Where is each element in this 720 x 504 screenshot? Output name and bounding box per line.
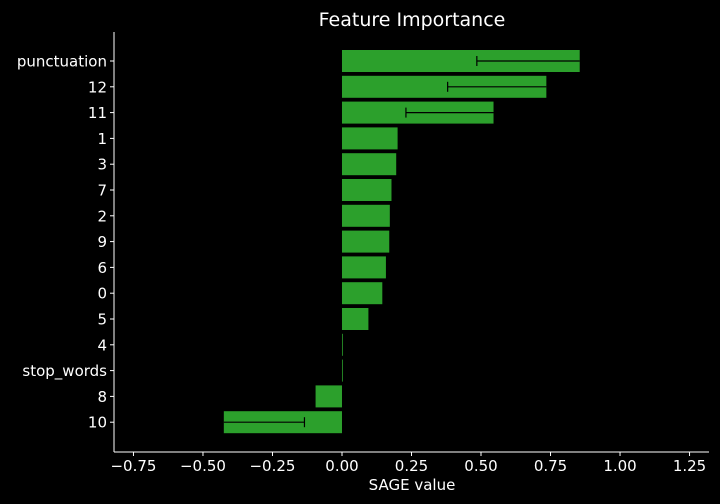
x-tick-label-2: −0.25 [249, 457, 295, 475]
bar-9 [341, 230, 390, 253]
bar-4 [341, 333, 343, 356]
x-tick-label-5: 0.50 [464, 457, 497, 475]
x-axis-label: SAGE value [369, 476, 456, 494]
y-tick-label-5: 5 [97, 311, 107, 329]
y-tick-label-3: 3 [97, 156, 107, 174]
chart-title: Feature Importance [319, 9, 506, 31]
y-tick-label-7: 7 [97, 182, 107, 200]
y-tick-label-punctuation: punctuation [17, 53, 107, 71]
y-tick-label-4: 4 [97, 336, 107, 354]
bar-8 [315, 385, 342, 408]
x-tick-label-0: −0.75 [110, 457, 156, 475]
y-tick-label-0: 0 [97, 285, 107, 303]
bar-2 [341, 204, 390, 227]
y-tick-label-8: 8 [97, 388, 107, 406]
y-tick-label-10: 10 [88, 414, 107, 432]
x-tick-label-4: 0.25 [395, 457, 428, 475]
bar-6 [341, 256, 386, 279]
bar-12 [341, 75, 547, 98]
bar-7 [341, 179, 392, 201]
y-tick-label-12: 12 [88, 78, 107, 96]
x-tick-label-7: 1.00 [603, 457, 636, 475]
x-tick-label-6: 0.75 [534, 457, 567, 475]
y-tick-label-1: 1 [97, 130, 107, 148]
y-tick-label-9: 9 [97, 233, 107, 251]
y-tick-label-2: 2 [97, 207, 107, 225]
bar-punctuation [341, 50, 580, 72]
y-tick-label-11: 11 [88, 104, 107, 122]
bar-3 [341, 153, 397, 176]
bar-stop_words [341, 359, 343, 382]
x-tick-label-8: 1.25 [673, 457, 706, 475]
bar-5 [341, 308, 369, 330]
x-tick-label-1: −0.50 [180, 457, 226, 475]
x-tick-label-3: 0.00 [325, 457, 358, 475]
error-bars-group [223, 56, 580, 428]
bars-group [223, 50, 580, 434]
x-ticks-group: −0.75 −0.50 −0.25 0.00 0.25 0.50 0.75 1.00 1.25 [110, 452, 706, 475]
bar-0 [341, 282, 383, 305]
bar-1 [341, 127, 398, 150]
y-tick-label-6: 6 [97, 259, 107, 277]
y-tick-label-stop_words: stop_words [22, 362, 107, 381]
